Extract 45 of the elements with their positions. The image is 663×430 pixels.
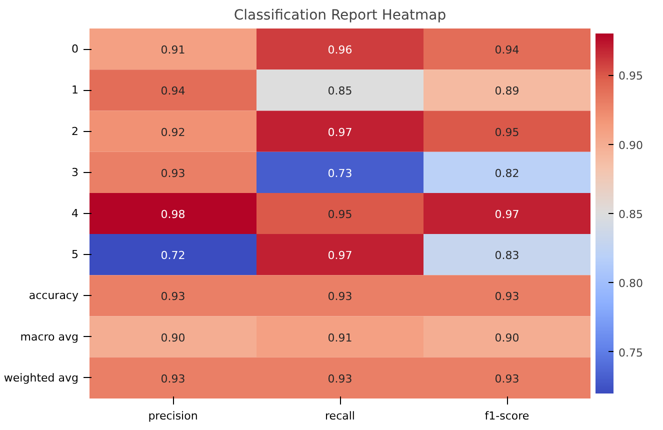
data-label: 0.90 — [494, 331, 520, 344]
color-bar-label: 0.75 — [618, 346, 643, 360]
y-tick-label: 5 — [72, 248, 78, 262]
data-label: 0.92 — [160, 126, 186, 139]
y-tick-label: macro avg — [20, 330, 79, 344]
data-label: 0.95 — [494, 126, 520, 139]
x-tick-label: precision — [148, 410, 198, 422]
data-label: 0.97 — [494, 208, 520, 221]
chart-title: Classification Report Heatmap — [234, 8, 446, 24]
data-label: 0.94 — [494, 44, 520, 57]
data-label: 0.93 — [328, 372, 352, 386]
data-label: 0.73 — [328, 166, 352, 180]
color-bar-label: 0.85 — [618, 208, 643, 221]
data-label: 0.95 — [328, 208, 352, 221]
data-label: 0.93 — [160, 290, 186, 304]
data-label: 0.97 — [328, 126, 352, 139]
y-tick-label: weighted avg — [4, 371, 79, 384]
data-label: 0.93 — [160, 166, 186, 180]
data-label: 0.93 — [328, 290, 352, 304]
color-bar-label: 0.95 — [618, 70, 643, 83]
y-tick-label: 2 — [72, 124, 78, 138]
data-label: 0.91 — [160, 44, 186, 57]
x-tick-label: recall — [325, 410, 355, 422]
color-bar-label: 0.80 — [618, 277, 643, 290]
data-label: 0.90 — [160, 331, 186, 344]
data-label: 0.89 — [494, 84, 520, 98]
data-label: 0.93 — [494, 290, 520, 304]
y-tick-label: 0 — [72, 42, 78, 56]
y-tick-label: 3 — [72, 166, 78, 179]
data-label: 0.94 — [160, 84, 186, 98]
y-tick-label: accuracy — [28, 289, 79, 302]
data-label: 0.83 — [494, 249, 520, 262]
color-bar-label: 0.90 — [618, 138, 643, 152]
data-label: 0.97 — [328, 249, 352, 262]
y-tick-label: 4 — [72, 207, 78, 220]
data-label: 0.82 — [494, 166, 520, 180]
data-label: 0.72 — [160, 249, 186, 262]
data-label: 0.93 — [160, 372, 186, 386]
data-label: 0.93 — [494, 372, 520, 386]
data-label: 0.85 — [328, 84, 352, 98]
data-label: 0.98 — [160, 208, 186, 221]
data-label: 0.96 — [328, 44, 352, 57]
data-label: 0.91 — [328, 331, 352, 344]
y-tick-label: 1 — [72, 84, 78, 97]
x-tick-label: f1-score — [484, 410, 530, 422]
